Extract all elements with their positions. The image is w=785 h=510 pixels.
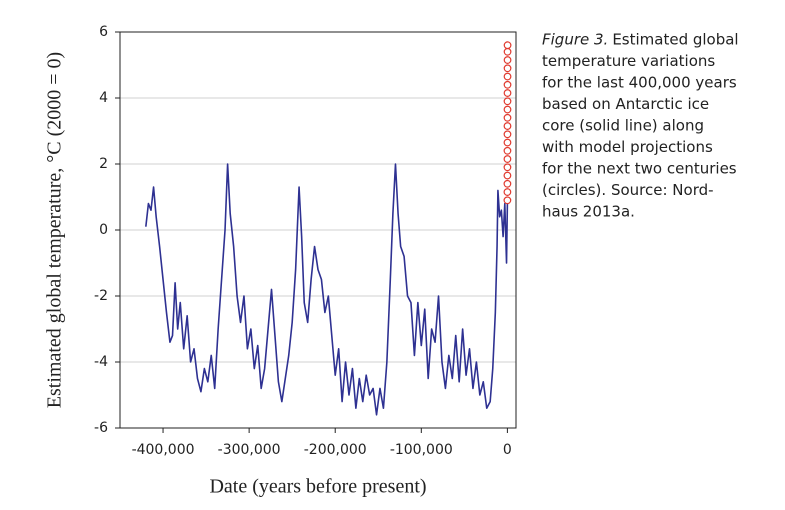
- x-axis-label: Date (years before present): [209, 476, 426, 498]
- x-tick-label: -200,000: [304, 442, 367, 458]
- projection-point: [503, 72, 512, 81]
- caption-label: Figure 3.: [542, 31, 608, 49]
- projection-point: [503, 163, 512, 172]
- projection-point: [503, 196, 512, 205]
- caption-line: temperature variations: [542, 52, 715, 70]
- y-tick-label: -6: [94, 420, 108, 436]
- projection-point: [503, 171, 512, 180]
- projection-point: [503, 122, 512, 130]
- x-tick-label: -100,000: [390, 442, 453, 458]
- projection-point: [503, 64, 512, 73]
- projection-point: [503, 130, 512, 139]
- caption-line: haus 2013a.: [542, 203, 635, 221]
- y-tick-label: 0: [99, 222, 108, 238]
- caption-line: Estimated global: [612, 31, 738, 49]
- projection-point: [503, 105, 512, 114]
- projection-point: [503, 80, 512, 89]
- y-tick-label: 6: [99, 24, 108, 40]
- caption-line: based on Antarctic ice: [542, 95, 709, 113]
- y-tick-label: 4: [99, 90, 108, 106]
- plot-frame: [119, 31, 517, 429]
- caption-line: core (solid line) along: [542, 117, 704, 135]
- projection-point: [503, 56, 512, 64]
- projection-point: [503, 97, 512, 106]
- projection-point: [503, 138, 512, 147]
- projection-point: [503, 47, 512, 56]
- x-tick-label: -300,000: [218, 442, 281, 458]
- caption-line: for the last 400,000 years: [542, 74, 737, 92]
- x-tick-label: -400,000: [132, 442, 195, 458]
- y-tick-label: -4: [94, 354, 108, 370]
- projection-point: [503, 179, 512, 188]
- projection-point: [503, 188, 512, 196]
- temperature-line: [145, 163, 509, 416]
- caption-line: for the next two centuries: [542, 160, 737, 178]
- caption-line: (circles). Source: Nord-: [542, 181, 714, 199]
- projection-point: [503, 146, 512, 155]
- projection-point: [503, 113, 512, 122]
- projection-point: [503, 89, 512, 97]
- y-tick-label: -2: [94, 288, 108, 304]
- projection-point: [503, 41, 512, 50]
- x-tick-label: 0: [503, 442, 512, 458]
- y-axis-label: Estimated global temperature, °C (2000 =…: [44, 52, 66, 408]
- caption-line: with model projections: [542, 138, 713, 156]
- y-tick-label: 2: [99, 156, 108, 172]
- projection-point: [503, 155, 512, 163]
